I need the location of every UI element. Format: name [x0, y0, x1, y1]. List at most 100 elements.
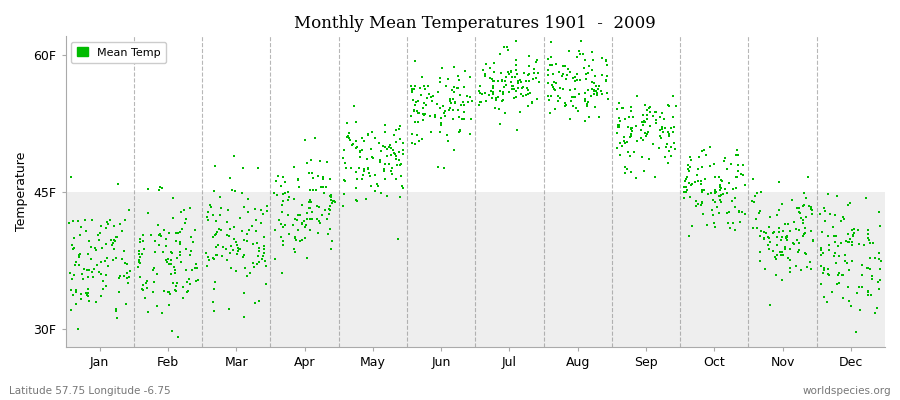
Point — [346, 142, 360, 148]
Point — [79, 228, 94, 234]
Point — [834, 271, 849, 278]
Point — [683, 157, 698, 164]
Point — [873, 223, 887, 229]
Point — [256, 250, 271, 256]
Point — [302, 170, 316, 176]
Point — [609, 130, 624, 136]
Point — [652, 145, 666, 151]
Point — [476, 67, 491, 74]
Point — [442, 105, 456, 111]
Point — [832, 270, 846, 276]
Point — [384, 165, 399, 171]
Point — [486, 78, 500, 84]
Point — [782, 264, 796, 271]
Point — [707, 189, 722, 195]
Point — [648, 119, 662, 126]
Point — [816, 294, 831, 300]
Point — [871, 279, 886, 285]
Point — [392, 157, 406, 163]
Point — [747, 199, 761, 205]
Point — [87, 266, 102, 272]
Point — [598, 78, 613, 84]
Point — [436, 103, 450, 110]
Point — [789, 226, 804, 232]
Point — [362, 170, 376, 176]
Point — [277, 222, 292, 228]
Point — [695, 147, 709, 154]
Point — [544, 82, 559, 88]
Point — [500, 74, 514, 80]
Point — [349, 138, 364, 144]
Point — [138, 295, 152, 301]
Point — [573, 38, 588, 45]
Point — [778, 234, 793, 240]
Point — [845, 242, 859, 248]
Point — [236, 254, 250, 260]
Point — [508, 94, 523, 100]
Point — [136, 232, 150, 238]
Point — [63, 174, 77, 180]
Point — [551, 93, 565, 99]
Point — [612, 140, 626, 146]
Point — [396, 150, 410, 157]
Point — [256, 234, 271, 241]
Point — [736, 162, 751, 168]
Point — [387, 150, 401, 156]
Point — [182, 276, 196, 282]
Point — [780, 255, 795, 262]
Point — [504, 68, 518, 75]
Point — [760, 242, 775, 248]
Point — [82, 238, 96, 244]
Point — [353, 148, 367, 154]
Point — [237, 237, 251, 243]
Point — [393, 172, 408, 179]
Point — [857, 242, 871, 249]
Point — [580, 99, 595, 105]
Point — [544, 93, 559, 100]
Point — [727, 227, 742, 233]
Point — [562, 66, 576, 72]
Point — [653, 132, 668, 139]
Point — [308, 135, 322, 141]
Point — [828, 249, 842, 256]
Point — [501, 70, 516, 77]
Point — [558, 100, 572, 106]
Point — [288, 249, 302, 256]
Point — [562, 48, 576, 54]
Point — [766, 230, 780, 236]
Point — [146, 267, 160, 274]
Point — [96, 286, 111, 293]
Point — [206, 188, 220, 194]
Point — [434, 120, 448, 126]
Point — [92, 237, 106, 243]
Point — [518, 92, 533, 98]
Point — [148, 248, 162, 255]
Point — [783, 269, 797, 275]
Point — [847, 230, 861, 236]
Point — [748, 192, 762, 199]
Point — [595, 54, 609, 61]
Point — [251, 252, 266, 259]
Point — [552, 69, 566, 76]
Point — [780, 234, 795, 240]
Point — [725, 220, 740, 226]
Point — [589, 87, 603, 94]
Point — [750, 190, 764, 196]
Point — [240, 209, 255, 216]
Point — [613, 152, 627, 158]
Point — [814, 245, 828, 251]
Point — [384, 152, 399, 158]
Point — [239, 238, 254, 244]
Point — [431, 164, 446, 170]
Point — [140, 209, 155, 216]
Point — [502, 89, 517, 96]
Point — [555, 86, 570, 92]
Point — [652, 114, 667, 120]
Point — [112, 273, 127, 279]
Point — [757, 235, 771, 242]
Point — [320, 216, 335, 222]
Point — [814, 280, 828, 287]
Point — [591, 114, 606, 120]
Point — [275, 224, 290, 230]
Point — [353, 154, 367, 160]
